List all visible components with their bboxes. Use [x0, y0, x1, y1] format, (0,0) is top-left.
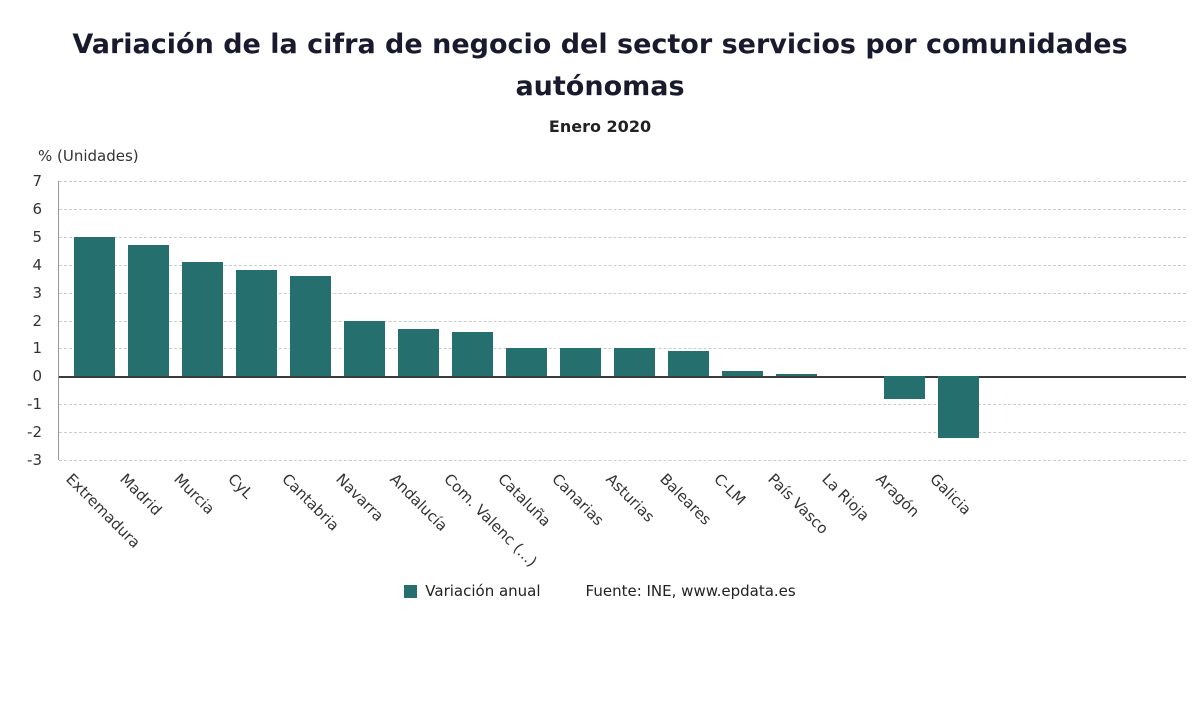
x-axis-label: Galicia — [926, 470, 975, 519]
gridline — [59, 320, 1186, 322]
zero-line — [59, 376, 1186, 379]
x-axis-label: Aragón — [872, 470, 924, 521]
bar — [613, 348, 655, 377]
bar — [667, 351, 709, 377]
gridline — [59, 264, 1186, 266]
bar — [775, 373, 817, 377]
x-axis-label: Madrid — [116, 470, 166, 520]
bar — [883, 376, 925, 399]
legend-label: Variación anual — [425, 582, 541, 600]
chart-subtitle: Enero 2020 — [548, 117, 652, 136]
y-tick-label: -1 — [27, 395, 42, 414]
bar — [721, 370, 763, 377]
x-axis-label: Cantabria — [278, 470, 343, 535]
y-axis-unit-label: % (Unidades) — [38, 147, 139, 165]
chart-title: Variación de la cifra de negocio del sec… — [72, 29, 1128, 102]
plot-area — [58, 181, 1186, 461]
gridline — [59, 208, 1186, 210]
bar — [559, 348, 601, 377]
x-axis-label: Murcia — [170, 470, 219, 519]
gridline — [59, 460, 1186, 461]
y-axis-tick-labels: 7 6 5 4 3 2 1 0 -1 -2 -3 — [0, 172, 50, 469]
legend-swatch-icon — [404, 584, 418, 598]
x-axis-label: La Rioja — [818, 470, 874, 525]
gridline — [59, 404, 1186, 406]
x-axis-label: C-LM — [710, 470, 750, 510]
bar — [451, 331, 493, 377]
x-axis-labels: Extremadura Madrid Murcia CyL Cantabria Navar… — [58, 462, 1185, 582]
y-tick-label: 2 — [32, 311, 42, 330]
legend: Variación anual Fuente: INE, www.epdata.… — [0, 582, 1200, 600]
y-tick-label: -2 — [27, 423, 42, 442]
bar — [235, 270, 277, 377]
gridline — [59, 432, 1186, 434]
y-tick-label: 7 — [32, 172, 42, 190]
gridline — [59, 292, 1186, 294]
bar — [397, 328, 439, 377]
x-axis-label: Com. Valenc (...) — [440, 470, 541, 571]
y-tick-label: 4 — [32, 255, 42, 274]
bar — [505, 348, 547, 377]
y-tick-label: 3 — [32, 283, 42, 302]
bar — [937, 376, 979, 438]
x-axis-label: Canarias — [548, 470, 608, 530]
y-tick-label: 1 — [32, 339, 42, 358]
bar — [289, 275, 331, 377]
x-axis-label: Navarra — [332, 470, 388, 525]
y-tick-label: -3 — [27, 451, 42, 469]
source-text: Fuente: INE, www.epdata.es — [585, 582, 796, 600]
x-axis-label: Baleares — [656, 470, 715, 529]
x-axis-label: CyL — [224, 470, 257, 503]
y-tick-label: 5 — [32, 227, 42, 246]
bar — [127, 245, 169, 377]
bar — [73, 236, 115, 377]
bar — [181, 261, 223, 377]
x-axis-label: Asturias — [602, 470, 659, 526]
gridline — [59, 181, 1186, 182]
gridline — [59, 236, 1186, 238]
bar — [343, 320, 385, 377]
y-tick-label: 0 — [32, 367, 42, 386]
y-tick-label: 6 — [32, 199, 42, 218]
